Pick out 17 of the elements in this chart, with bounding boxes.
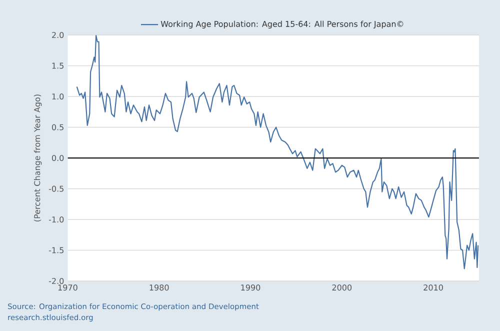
x-tick-label: 1990	[241, 284, 260, 291]
x-tick-label: 1980	[150, 284, 169, 291]
y-tick-label: -2.0	[48, 278, 64, 284]
y-tick-label: 1.0	[52, 93, 64, 100]
y-tick-label: -1.0	[48, 216, 64, 223]
y-tick-label: 0.5	[52, 124, 64, 130]
x-tick-label: 2010	[424, 284, 443, 291]
line-series	[76, 35, 479, 270]
y-tick-label: 1.5	[52, 62, 64, 69]
x-tick-label: 1970	[58, 284, 78, 291]
y-axis-title: (Percent Change from Year Ago)	[34, 94, 42, 222]
legend-label: Working Age Population: Aged 15-64: All Persons for Japan©	[160, 20, 404, 28]
x-tick-label: 2000	[332, 284, 352, 291]
y-tick-label: -1.5	[48, 247, 64, 254]
y-tick-label: 2.0	[52, 32, 64, 38]
y-tick-label: -0.5	[48, 186, 64, 192]
y-tick-label: 0.0	[52, 154, 64, 162]
